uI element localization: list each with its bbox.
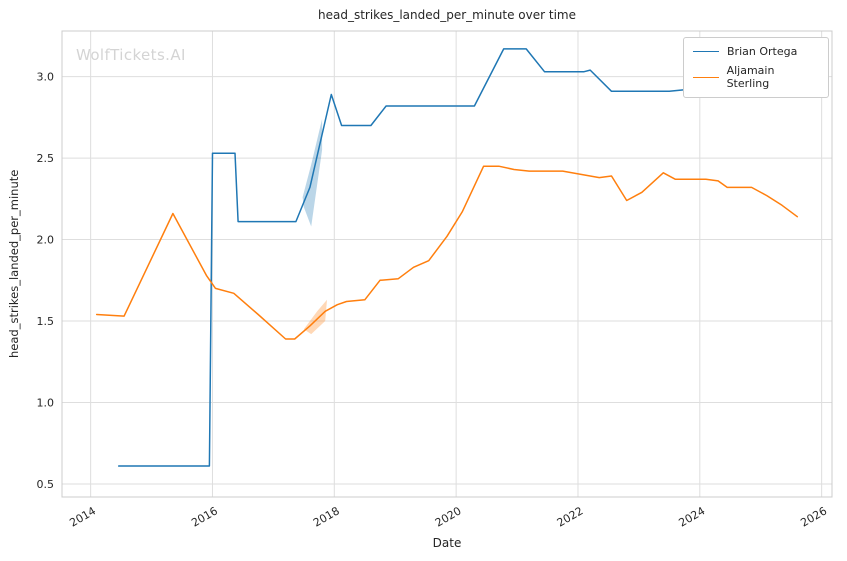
series-line-brian-ortega: [117, 48, 799, 467]
plot-border: [61, 30, 833, 498]
x-tick-label: 2018: [311, 504, 342, 529]
legend-item-brian-ortega: Brian Ortega: [693, 45, 819, 58]
legend-line-swatch-blue: [693, 51, 719, 52]
confidence-band: [302, 119, 323, 227]
y-tick-label: 2.5: [37, 152, 55, 165]
y-tick-label: 0.5: [37, 478, 55, 491]
legend-label: Brian Ortega: [727, 45, 798, 58]
x-tick-label: 2022: [555, 504, 586, 529]
x-tick-label: 2024: [677, 504, 708, 529]
legend: Brian Ortega Aljamain Sterling: [683, 37, 829, 98]
watermark: WolfTickets.AI: [76, 46, 186, 64]
y-tick-label: 1.0: [37, 396, 55, 409]
x-tick-label: 2014: [67, 504, 98, 529]
x-tick-label: 2020: [433, 504, 464, 529]
y-tick-label: 2.0: [37, 234, 55, 247]
x-tick-label: 2026: [798, 504, 829, 529]
series-line-aljamain-sterling: [95, 165, 799, 340]
chart-title: head_strikes_landed_per_minute over time: [317, 8, 576, 22]
y-tick-label: 3.0: [37, 71, 55, 84]
legend-item-aljamain-sterling: Aljamain Sterling: [693, 64, 819, 90]
x-axis-label: Date: [432, 536, 462, 550]
y-tick-label: 1.5: [37, 315, 55, 328]
legend-label: Aljamain Sterling: [726, 64, 775, 90]
legend-line-swatch-orange: [693, 76, 719, 78]
x-tick-label: 2016: [189, 504, 220, 529]
y-axis-label: head_strikes_landed_per_minute: [7, 169, 21, 359]
